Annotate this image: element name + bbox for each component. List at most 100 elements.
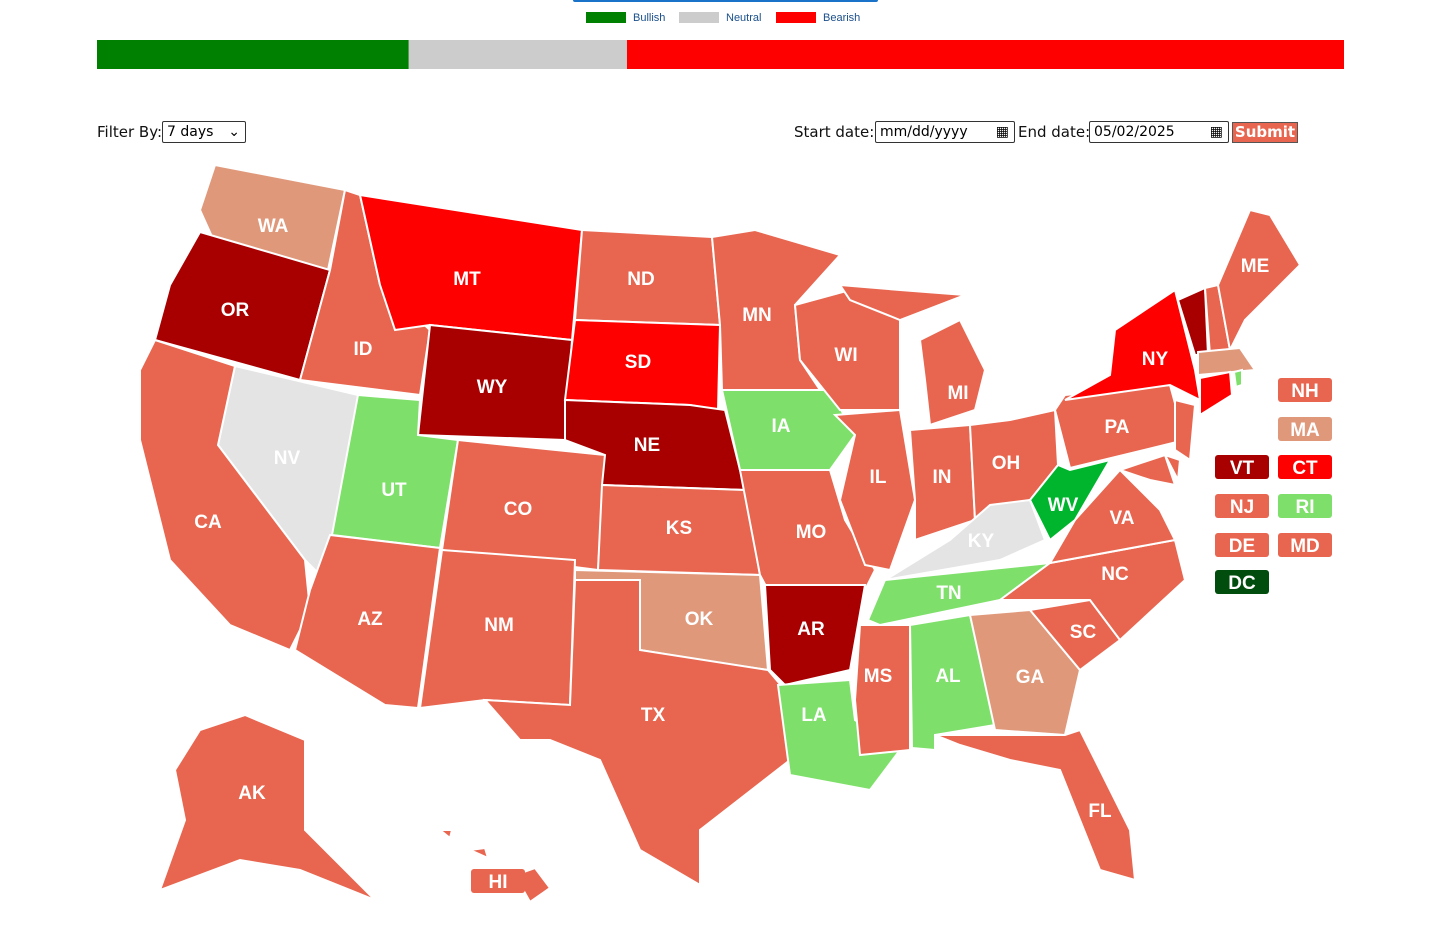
legend-label: Neutral <box>726 12 761 24</box>
state-label: DC <box>1228 573 1256 594</box>
state-label: NC <box>1101 564 1129 585</box>
state-label-box[interactable] <box>1278 417 1332 441</box>
state-shape[interactable] <box>1216 208 1302 354</box>
start-value: mm/dd/yyyy <box>880 124 968 140</box>
start-input[interactable]: mm/dd/yyyy ▦ <box>875 121 1015 143</box>
state-label-box[interactable] <box>1278 494 1332 518</box>
state-label: SD <box>625 352 651 373</box>
state-label: CT <box>1292 458 1318 479</box>
tab-edge <box>573 0 878 2</box>
sentiment-segment <box>97 40 409 69</box>
state-label: OH <box>992 453 1021 474</box>
state-shape[interactable] <box>466 846 490 860</box>
state-shape[interactable] <box>918 318 987 427</box>
state-shape[interactable] <box>358 193 584 342</box>
state-label-box[interactable] <box>1215 570 1269 594</box>
state-shape[interactable] <box>139 338 312 652</box>
state-label: ND <box>627 269 654 290</box>
sentiment-segment <box>626 40 1344 69</box>
state-label: NJ <box>1230 497 1254 518</box>
legend-label: Bullish <box>633 12 665 24</box>
state-label: ID <box>354 339 373 360</box>
state-label-box[interactable] <box>1215 494 1269 518</box>
state-label: OR <box>221 300 250 321</box>
state-label: IA <box>772 416 791 437</box>
filter-label: Filter By: <box>97 123 163 141</box>
state-label-box[interactable] <box>1215 533 1269 557</box>
state-label: NE <box>634 435 660 456</box>
state-shape[interactable] <box>1064 288 1202 402</box>
state-shape[interactable] <box>158 713 376 901</box>
state-label: MA <box>1290 420 1320 441</box>
state-shape[interactable] <box>1199 370 1234 417</box>
state-shape[interactable] <box>1048 468 1177 565</box>
filter-select[interactable]: 7 days ⌄ <box>162 121 246 143</box>
end-value: 05/02/2025 <box>1094 124 1175 140</box>
state-label: PA <box>1105 417 1130 438</box>
state-label-box[interactable] <box>1278 378 1332 402</box>
state-shape[interactable] <box>832 408 917 572</box>
state-label: LA <box>801 705 827 726</box>
legend-and-bar: Bullish Neutral Bearish <box>97 12 1344 69</box>
state-shape[interactable] <box>437 829 454 840</box>
state-label-box[interactable] <box>1278 455 1332 479</box>
state-shape[interactable] <box>1162 453 1182 484</box>
state-label: NV <box>274 448 301 469</box>
state-label: AR <box>797 619 825 640</box>
state-shape[interactable] <box>482 579 792 887</box>
legend-swatch <box>586 12 626 23</box>
state-shape[interactable] <box>738 469 877 591</box>
submit-button[interactable]: Submit <box>1232 122 1298 143</box>
state-shape[interactable] <box>1116 453 1177 487</box>
state-shape[interactable] <box>908 423 977 542</box>
state-label: MD <box>1290 536 1320 557</box>
start-label: Start date: <box>794 123 875 141</box>
state-label: MO <box>796 522 827 543</box>
legend-label: Bearish <box>823 12 860 24</box>
state-shape[interactable] <box>1232 368 1243 389</box>
state-shape[interactable] <box>1174 398 1197 462</box>
state-label: GA <box>1016 667 1045 688</box>
state-shape[interactable] <box>763 584 867 687</box>
state-label: NH <box>1291 381 1318 402</box>
state-shape[interactable] <box>1028 458 1113 542</box>
state-label: AL <box>935 666 961 687</box>
state-label: KY <box>968 531 995 552</box>
state-label: AK <box>238 783 266 804</box>
state-label: FL <box>1088 801 1112 822</box>
state-label: IN <box>933 467 952 488</box>
state-shape[interactable] <box>1197 346 1257 377</box>
state-label: AZ <box>357 609 383 630</box>
state-label: MI <box>947 383 968 404</box>
state-label: RI <box>1296 497 1315 518</box>
state-label: ME <box>1241 256 1270 277</box>
state-label: SC <box>1070 622 1097 643</box>
end-input[interactable]: 05/02/2025 ▦ <box>1089 121 1229 143</box>
state-label: DE <box>1229 536 1255 557</box>
us-map: WA OR ID MT WY NV UT CA AZ CO NM ND SD NE KS OK TX MN IA MO… <box>139 163 1332 904</box>
state-label-box[interactable] <box>1215 455 1269 479</box>
state-label: WI <box>834 345 857 366</box>
state-shape[interactable] <box>720 389 857 471</box>
state-shape[interactable] <box>838 283 966 322</box>
state-shape[interactable] <box>153 230 332 382</box>
state-label: CA <box>194 512 222 533</box>
state-label-box[interactable] <box>471 869 525 893</box>
state-label-box[interactable] <box>1278 533 1332 557</box>
state-label: WV <box>1048 495 1079 516</box>
state-label: MT <box>453 269 481 290</box>
state-shape[interactable] <box>968 608 1082 737</box>
state-label: VT <box>1230 458 1255 479</box>
state-shape[interactable] <box>934 728 1137 882</box>
state-label: IL <box>870 467 887 488</box>
state-label: TN <box>936 583 961 604</box>
state-label: WA <box>258 216 289 237</box>
calendar-icon: ▦ <box>1209 124 1223 140</box>
state-label: NY <box>1142 349 1169 370</box>
state-label: OK <box>685 609 714 630</box>
state-label: MS <box>864 666 893 687</box>
state-shape[interactable] <box>293 533 442 710</box>
state-label: TX <box>641 705 666 726</box>
state-shape[interactable] <box>853 624 911 757</box>
